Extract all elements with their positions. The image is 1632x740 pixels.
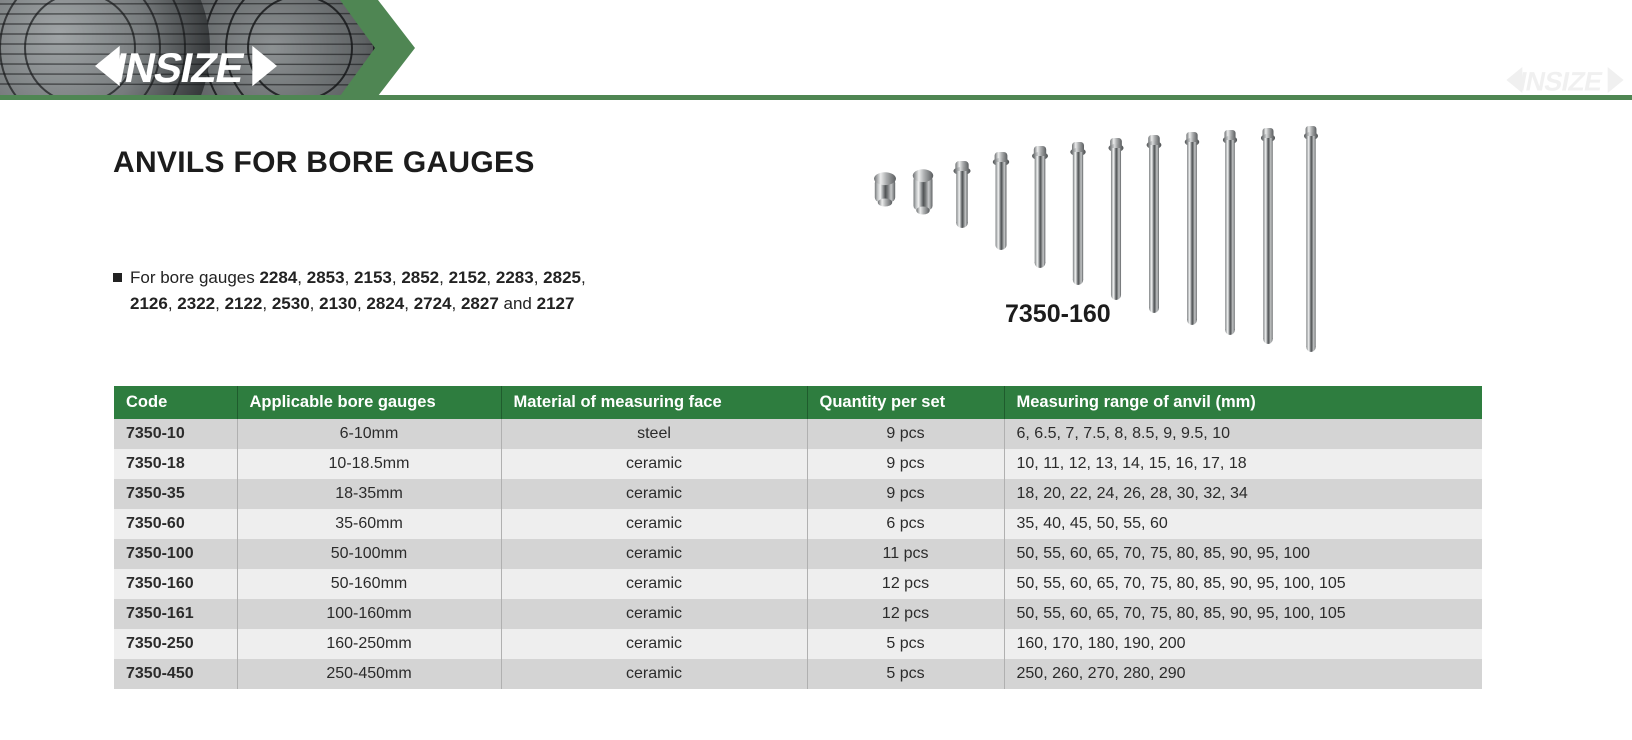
- svg-text:INSIZE: INSIZE: [111, 45, 248, 92]
- svg-text:INSIZE: INSIZE: [1516, 67, 1604, 97]
